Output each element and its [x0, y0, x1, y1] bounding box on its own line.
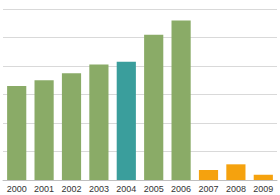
svg-text:2001: 2001: [34, 184, 54, 194]
svg-text:2000: 2000: [7, 184, 27, 194]
svg-text:2004: 2004: [116, 184, 136, 194]
svg-text:2009: 2009: [253, 184, 273, 194]
svg-text:2005: 2005: [144, 184, 164, 194]
svg-text:2003: 2003: [89, 184, 109, 194]
svg-text:2006: 2006: [171, 184, 191, 194]
svg-text:2008: 2008: [226, 184, 246, 194]
svg-text:2002: 2002: [61, 184, 81, 194]
svg-text:2007: 2007: [198, 184, 218, 194]
